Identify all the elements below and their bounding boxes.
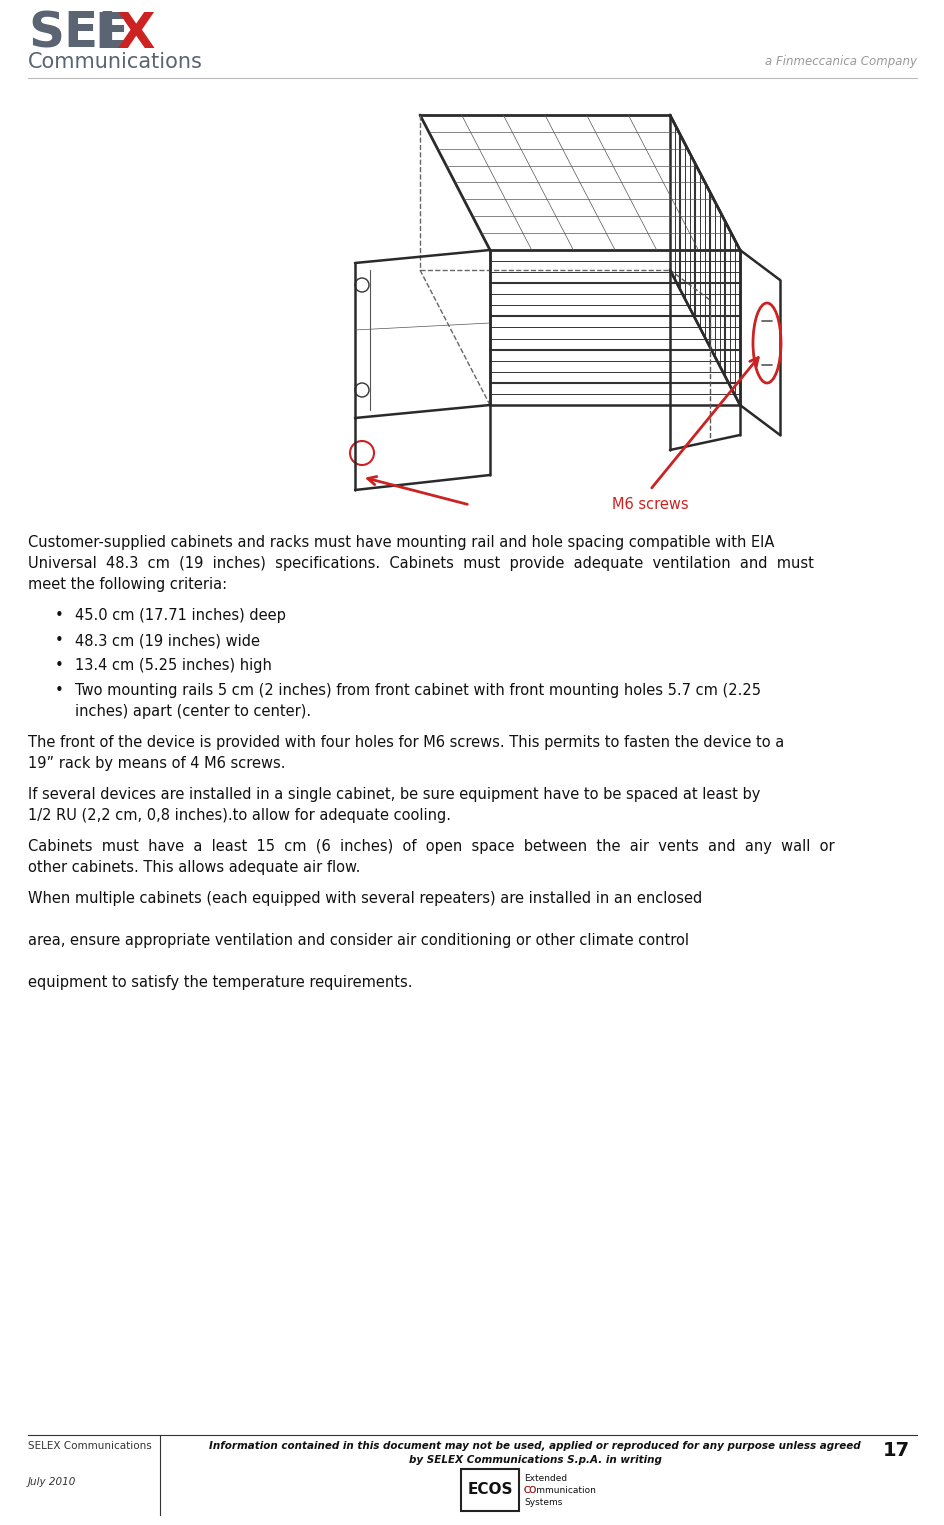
Text: Communications: Communications [28,52,203,72]
Text: The front of the device is provided with four holes for M6 screws. This permits : The front of the device is provided with… [28,735,784,750]
Text: X: X [116,11,154,58]
Text: E: E [93,11,128,58]
Text: CO: CO [523,1485,537,1494]
Text: •: • [55,657,63,673]
Text: area, ensure appropriate ventilation and consider air conditioning or other clim: area, ensure appropriate ventilation and… [28,933,688,949]
Text: Extended: Extended [523,1475,566,1482]
Text: 1/2 RU (2,2 cm, 0,8 inches).to allow for adequate cooling.: 1/2 RU (2,2 cm, 0,8 inches).to allow for… [28,808,450,824]
Text: •: • [55,683,63,698]
Text: If several devices are installed in a single cabinet, be sure equipment have to : If several devices are installed in a si… [28,787,760,802]
Text: a Finmeccanica Company: a Finmeccanica Company [765,55,916,69]
Text: Cabinets  must  have  a  least  15  cm  (6  inches)  of  open  space  between  t: Cabinets must have a least 15 cm (6 inch… [28,839,834,854]
Text: When multiple cabinets (each equipped with several repeaters) are installed in a: When multiple cabinets (each equipped wi… [28,891,701,906]
Text: equipment to satisfy the temperature requirements.: equipment to satisfy the temperature req… [28,974,413,990]
Text: •: • [55,633,63,648]
Text: 48.3 cm (19 inches) wide: 48.3 cm (19 inches) wide [75,633,260,648]
Text: Two mounting rails 5 cm (2 inches) from front cabinet with front mounting holes : Two mounting rails 5 cm (2 inches) from … [75,683,760,698]
Text: by SELEX Communications S.p.A. in writing: by SELEX Communications S.p.A. in writin… [408,1455,661,1466]
Text: Information contained in this document may not be used, applied or reproduced fo: Information contained in this document m… [209,1441,860,1450]
Text: 19” rack by means of 4 M6 screws.: 19” rack by means of 4 M6 screws. [28,756,285,772]
Text: M6 screws: M6 screws [611,497,687,512]
Text: COmmunication: COmmunication [523,1485,597,1494]
Text: 17: 17 [882,1441,909,1459]
Text: Universal  48.3  cm  (19  inches)  specifications.  Cabinets  must  provide  ade: Universal 48.3 cm (19 inches) specificat… [28,557,813,570]
Text: inches) apart (center to center).: inches) apart (center to center). [75,705,311,718]
Text: •: • [55,608,63,624]
Text: 13.4 cm (5.25 inches) high: 13.4 cm (5.25 inches) high [75,657,272,673]
Bar [461,1469,518,1511]
Text: July 2010: July 2010 [28,1478,76,1487]
Text: SEL: SEL [28,11,130,58]
Text: Customer-supplied cabinets and racks must have mounting rail and hole spacing co: Customer-supplied cabinets and racks mus… [28,535,773,551]
Text: ECOS: ECOS [466,1482,513,1498]
Text: meet the following criteria:: meet the following criteria: [28,576,227,592]
Text: Systems: Systems [523,1498,562,1507]
Text: other cabinets. This allows adequate air flow.: other cabinets. This allows adequate air… [28,860,360,875]
Text: SELEX Communications: SELEX Communications [28,1441,152,1450]
Text: 45.0 cm (17.71 inches) deep: 45.0 cm (17.71 inches) deep [75,608,286,624]
